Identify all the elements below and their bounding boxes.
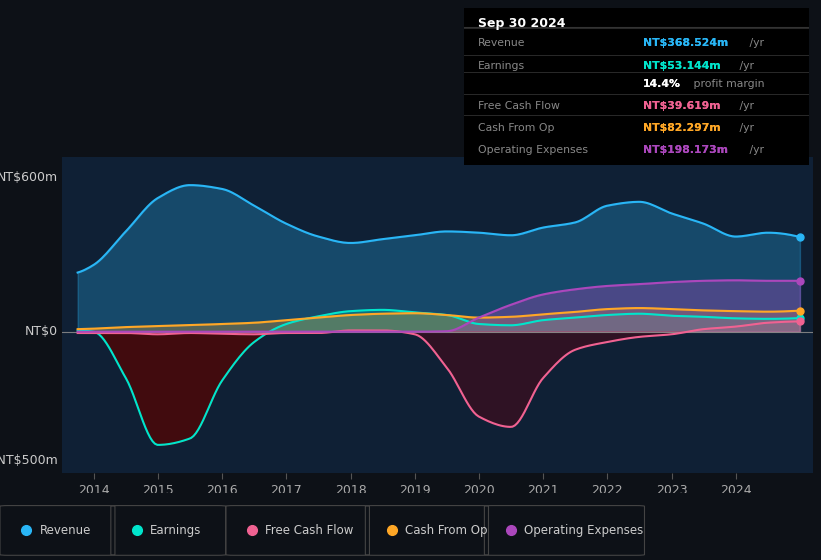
Text: /yr: /yr — [736, 123, 754, 133]
Text: /yr: /yr — [736, 62, 754, 72]
Text: Revenue: Revenue — [39, 524, 91, 537]
Text: Earnings: Earnings — [478, 62, 525, 72]
Text: 14.4%: 14.4% — [643, 78, 681, 88]
Text: Free Cash Flow: Free Cash Flow — [265, 524, 354, 537]
Text: NT$53.144m: NT$53.144m — [643, 62, 721, 72]
Text: 14.4%: 14.4% — [643, 78, 681, 88]
Text: NT$39.619m: NT$39.619m — [643, 101, 721, 111]
Text: NT$0: NT$0 — [25, 325, 57, 338]
Text: Cash From Op: Cash From Op — [405, 524, 487, 537]
Text: NT$39.619m: NT$39.619m — [643, 101, 721, 111]
Text: Revenue: Revenue — [478, 38, 525, 48]
Text: NT$198.173m: NT$198.173m — [643, 144, 728, 155]
Text: Cash From Op: Cash From Op — [478, 123, 554, 133]
Text: NT$198.173m: NT$198.173m — [643, 144, 728, 155]
Text: /yr: /yr — [745, 38, 764, 48]
Text: Operating Expenses: Operating Expenses — [478, 144, 588, 155]
Text: NT$82.297m: NT$82.297m — [643, 123, 721, 133]
Text: NT$368.524m: NT$368.524m — [643, 38, 728, 48]
Text: -NT$500m: -NT$500m — [0, 454, 57, 467]
Text: profit margin: profit margin — [690, 78, 764, 88]
Text: /yr: /yr — [745, 144, 764, 155]
Text: Sep 30 2024: Sep 30 2024 — [478, 17, 565, 30]
Text: Operating Expenses: Operating Expenses — [524, 524, 643, 537]
Text: NT$600m: NT$600m — [0, 171, 57, 184]
Text: Free Cash Flow: Free Cash Flow — [478, 101, 560, 111]
Text: NT$82.297m: NT$82.297m — [643, 123, 721, 133]
Text: /yr: /yr — [736, 101, 754, 111]
Text: Earnings: Earnings — [150, 524, 202, 537]
Text: NT$53.144m: NT$53.144m — [643, 62, 721, 72]
Text: NT$368.524m: NT$368.524m — [643, 38, 728, 48]
